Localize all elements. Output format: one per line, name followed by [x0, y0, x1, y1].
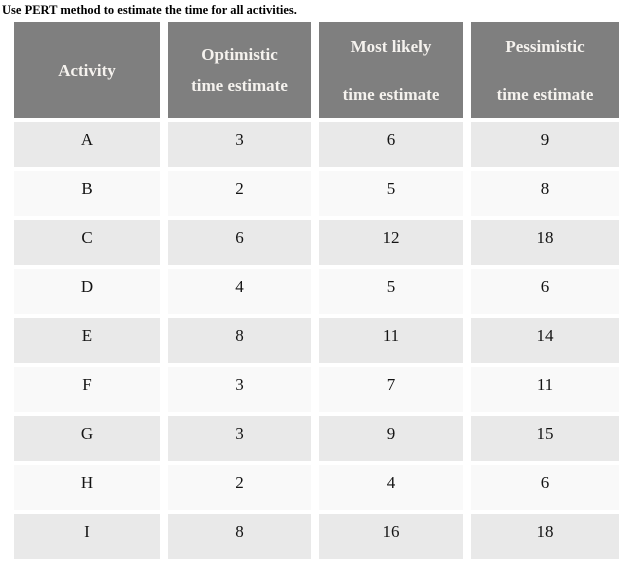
- optimistic-cell: 8: [168, 318, 311, 363]
- optimistic-cell: 3: [168, 122, 311, 167]
- column-header-label: Pessimistic: [505, 36, 585, 56]
- activity-cell: D: [14, 269, 160, 314]
- activity-cell: I: [14, 514, 160, 559]
- most-likely-cell: 9: [319, 416, 463, 461]
- most-likely-cell: 11: [319, 318, 463, 363]
- optimistic-cell: 3: [168, 416, 311, 461]
- column-header-activity: Activity: [14, 22, 160, 118]
- table-row: B 2 5 8: [14, 171, 619, 216]
- instruction-text: Use PERT method to estimate the time for…: [2, 3, 297, 17]
- activity-cell: B: [14, 171, 160, 216]
- pessimistic-cell: 9: [471, 122, 619, 167]
- activity-cell: A: [14, 122, 160, 167]
- activity-cell: G: [14, 416, 160, 461]
- column-header-label: Most likely: [350, 36, 432, 56]
- most-likely-cell: 12: [319, 220, 463, 265]
- table-body: A 3 6 9 B 2 5 8 C 6 12 18 D 4 5 6 E 8 11…: [14, 122, 619, 559]
- pessimistic-cell: 8: [471, 171, 619, 216]
- most-likely-cell: 16: [319, 514, 463, 559]
- column-header-optimistic: Optimistic time estimate: [168, 22, 311, 118]
- table-row: H 2 4 6: [14, 465, 619, 510]
- pessimistic-cell: 18: [471, 514, 619, 559]
- table-row: E 8 11 14: [14, 318, 619, 363]
- table-row: G 3 9 15: [14, 416, 619, 461]
- most-likely-cell: 5: [319, 171, 463, 216]
- activity-cell: H: [14, 465, 160, 510]
- column-header-label: time estimate: [342, 84, 440, 104]
- pessimistic-cell: 6: [471, 269, 619, 314]
- table-row: D 4 5 6: [14, 269, 619, 314]
- optimistic-cell: 3: [168, 367, 311, 412]
- table-row: C 6 12 18: [14, 220, 619, 265]
- activity-cell: E: [14, 318, 160, 363]
- pert-table: Activity Optimistic time estimate Most l…: [6, 18, 627, 563]
- most-likely-cell: 4: [319, 465, 463, 510]
- pessimistic-cell: 15: [471, 416, 619, 461]
- column-header-most-likely: Most likely time estimate: [319, 22, 463, 118]
- most-likely-cell: 5: [319, 269, 463, 314]
- optimistic-cell: 6: [168, 220, 311, 265]
- activity-cell: F: [14, 367, 160, 412]
- optimistic-cell: 8: [168, 514, 311, 559]
- column-header-label: Activity: [58, 60, 116, 80]
- most-likely-cell: 7: [319, 367, 463, 412]
- pessimistic-cell: 14: [471, 318, 619, 363]
- table-row: I 8 16 18: [14, 514, 619, 559]
- pessimistic-cell: 18: [471, 220, 619, 265]
- column-header-label: time estimate: [496, 84, 594, 104]
- column-header-label: time estimate: [191, 76, 288, 95]
- table-row: A 3 6 9: [14, 122, 619, 167]
- optimistic-cell: 2: [168, 465, 311, 510]
- optimistic-cell: 2: [168, 171, 311, 216]
- table-header-row: Activity Optimistic time estimate Most l…: [14, 22, 619, 118]
- most-likely-cell: 6: [319, 122, 463, 167]
- activity-cell: C: [14, 220, 160, 265]
- optimistic-cell: 4: [168, 269, 311, 314]
- table-row: F 3 7 11: [14, 367, 619, 412]
- pessimistic-cell: 6: [471, 465, 619, 510]
- pessimistic-cell: 11: [471, 367, 619, 412]
- column-header-label: Optimistic: [201, 45, 278, 64]
- column-header-pessimistic: Pessimistic time estimate: [471, 22, 619, 118]
